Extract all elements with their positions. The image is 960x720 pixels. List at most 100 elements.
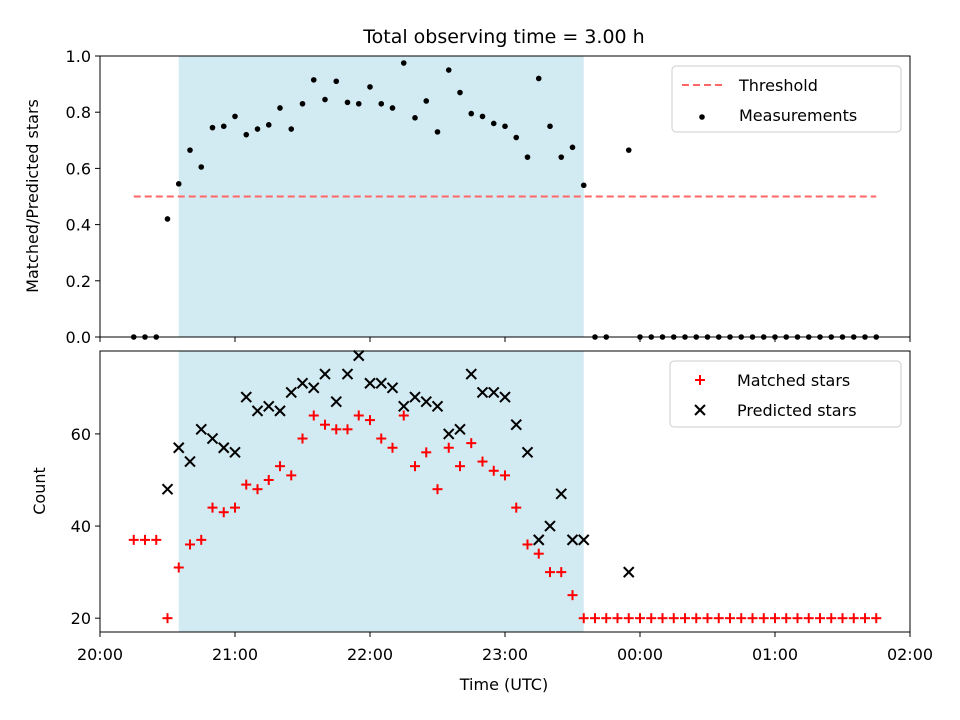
measurement-point [378, 100, 385, 107]
axes-frame [99, 55, 911, 338]
predicted-star-marker [341, 368, 354, 380]
matched-star-marker [668, 613, 679, 624]
measurement-point [547, 123, 553, 130]
matched-star-marker [826, 613, 837, 624]
measurement-point [288, 126, 295, 132]
x-tick-label: 23:00 [482, 645, 528, 664]
matched-star-marker [151, 534, 162, 545]
measurement-point [625, 147, 632, 153]
matched-star-marker [207, 502, 218, 513]
measurement-point [558, 154, 565, 160]
predicted-star-marker [566, 534, 579, 546]
predicted-star-marker [544, 520, 556, 532]
measurement-point [479, 113, 486, 120]
matched-star-marker [545, 567, 555, 578]
ratio-plot-area: 0.0 0.2 0.4 0.6 0.8 1.0 [66, 47, 911, 347]
matched-star-marker [275, 461, 285, 472]
matched-star-marker [398, 410, 409, 421]
x-tick-label: 02:00 [887, 645, 933, 664]
predicted-star-marker [431, 400, 444, 412]
predicted-star-marker [364, 377, 376, 389]
predicted-star-marker [229, 446, 241, 459]
predicted-star-marker [330, 395, 342, 408]
count-axis-label: Count [30, 467, 49, 515]
predicted-star-marker [353, 349, 365, 362]
matched-star-marker [590, 613, 600, 624]
legend-box [669, 360, 902, 428]
matched-star-marker [567, 590, 578, 601]
ratio-legend: Threshold Measurements [671, 65, 902, 133]
predicted-star-marker [274, 405, 286, 417]
predicted-star-marker [521, 446, 534, 459]
predicted-star-marker [443, 428, 455, 440]
legend-label: Predicted stars [737, 401, 857, 420]
predicted-star-marker [195, 423, 207, 436]
predicted-star-marker [319, 368, 331, 380]
legend-box [671, 65, 902, 133]
ratio-panel: Total observing time = 3.00 h Matched/Pr… [23, 26, 911, 347]
y-tick-label: 40 [71, 517, 91, 536]
time-axis-label: Time (UTC) [459, 675, 548, 694]
predicted-star-marker [161, 483, 174, 495]
legend-measurement-swatch [699, 114, 705, 120]
y-tick-label: 0.2 [66, 272, 91, 291]
matched-star-marker [691, 613, 702, 624]
matched-star-marker [770, 613, 780, 624]
matched-star-marker [713, 613, 724, 624]
matched-star-marker [455, 461, 465, 472]
y-tick-label: 1.0 [66, 47, 91, 66]
matched-star-marker [635, 613, 645, 624]
chart-title: Total observing time = 3.00 h [362, 26, 644, 48]
matched-star-marker [578, 613, 589, 624]
measurement-point [423, 98, 430, 104]
y-tick-label: 0.0 [66, 328, 91, 347]
legend-label: Threshold [738, 76, 818, 95]
predicted-star-marker [499, 391, 511, 403]
measurement-point [187, 147, 193, 153]
matched-star-marker [286, 470, 297, 481]
matched-star-marker [196, 534, 207, 545]
measurement-point [198, 164, 205, 170]
matched-star-marker [410, 461, 420, 472]
matched-star-marker [511, 502, 522, 513]
matched-star-marker [781, 613, 792, 624]
predicted-star-marker [206, 432, 219, 445]
predicted-star-marker [398, 400, 410, 412]
matched-star-marker [680, 613, 690, 624]
matched-star-marker [140, 534, 150, 545]
predicted-star-marker [409, 391, 421, 403]
measurement-point [412, 115, 418, 121]
x-tick-label: 22:00 [347, 645, 393, 664]
matched-star-marker [848, 613, 859, 624]
matched-star-marker [702, 613, 713, 624]
x-tick-label: 01:00 [752, 645, 798, 664]
matched-star-marker [725, 613, 735, 624]
matched-star-marker [646, 613, 657, 624]
observing-window [178, 351, 584, 632]
matched-star-marker [443, 442, 454, 453]
predicted-star-marker [623, 566, 635, 578]
matched-star-marker [185, 539, 195, 550]
measurement-point [434, 129, 441, 135]
measurement-point [164, 216, 171, 222]
measurement-point [175, 181, 182, 187]
measurement-point [502, 123, 508, 130]
matched-star-marker [162, 613, 173, 624]
measurement-point [220, 123, 227, 130]
predicted-star-marker [476, 386, 489, 399]
matched-star-marker [758, 613, 769, 624]
legend-label: Measurements [739, 106, 857, 125]
matched-star-marker [803, 613, 814, 624]
predicted-star-marker [285, 386, 297, 399]
matched-star-marker [376, 433, 387, 444]
measurement-point [209, 124, 216, 131]
y-tick-label: 0.4 [66, 216, 91, 235]
matched-star-marker [792, 613, 803, 624]
measurement-point [535, 75, 542, 82]
matched-star-marker [871, 613, 882, 624]
matched-star-marker [860, 613, 870, 624]
y-tick-label: 60 [71, 425, 91, 444]
x-tick-label: 20:00 [77, 645, 123, 664]
predicted-star-marker [308, 382, 320, 394]
